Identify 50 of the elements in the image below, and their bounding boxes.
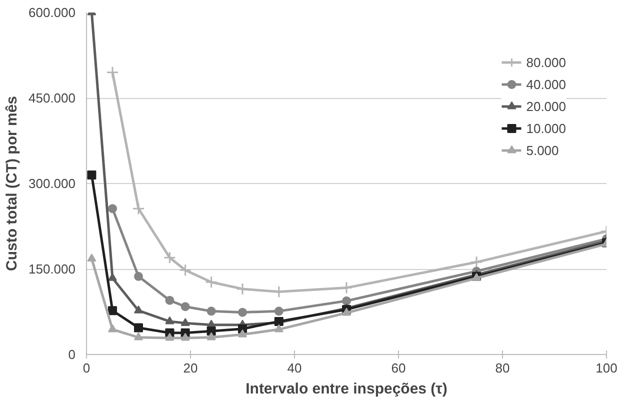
y-tick-label: 300.000: [28, 176, 76, 191]
point: [180, 332, 190, 341]
point: [134, 272, 143, 281]
legend-label: 5.000: [526, 142, 559, 158]
point: [238, 308, 247, 317]
point: [165, 332, 174, 341]
x-tick-label: 0: [82, 360, 90, 376]
point: [236, 282, 249, 296]
point: [163, 251, 176, 264]
legend-label: 10.000: [526, 120, 566, 136]
point: [342, 296, 351, 306]
point: [132, 202, 145, 215]
point: [106, 66, 119, 79]
point: [238, 329, 247, 338]
point: [179, 264, 192, 276]
point: [206, 332, 216, 340]
point: [274, 306, 284, 316]
point: [108, 324, 117, 332]
point: [134, 323, 143, 332]
x-tick-label: 40: [287, 360, 302, 376]
point: [470, 256, 483, 268]
point: [206, 306, 216, 316]
y-tick-label: 150.000: [28, 262, 76, 276]
point: [134, 305, 143, 314]
legend-label: 80.000: [526, 54, 566, 70]
point: [165, 296, 174, 305]
x-tick-label: 100: [596, 360, 618, 376]
point: [87, 170, 96, 180]
x-tick-label: 20: [183, 360, 198, 376]
x-axis-title: Intervalo entre inspeções (τ): [246, 380, 448, 398]
y-tick-label: 0: [68, 347, 76, 362]
x-tick-label: 60: [391, 360, 406, 376]
point: [205, 276, 218, 288]
point: [342, 308, 351, 316]
point: [180, 302, 190, 312]
y-axis-title: Custo total (CT) por mês: [4, 96, 21, 271]
y-tick-label: 450.000: [28, 90, 76, 106]
legend-label: 40.000: [526, 76, 566, 92]
point: [134, 332, 143, 340]
point: [87, 254, 96, 262]
y-tick-label: 600.000: [28, 5, 76, 20]
point: [108, 273, 117, 281]
point: [108, 306, 117, 316]
point: [180, 318, 190, 326]
point: [165, 316, 174, 324]
point: [206, 326, 216, 336]
point: [108, 204, 117, 214]
legend-label: 20.000: [526, 98, 566, 114]
x-tick-label: 80: [495, 360, 510, 376]
point: [274, 324, 284, 332]
